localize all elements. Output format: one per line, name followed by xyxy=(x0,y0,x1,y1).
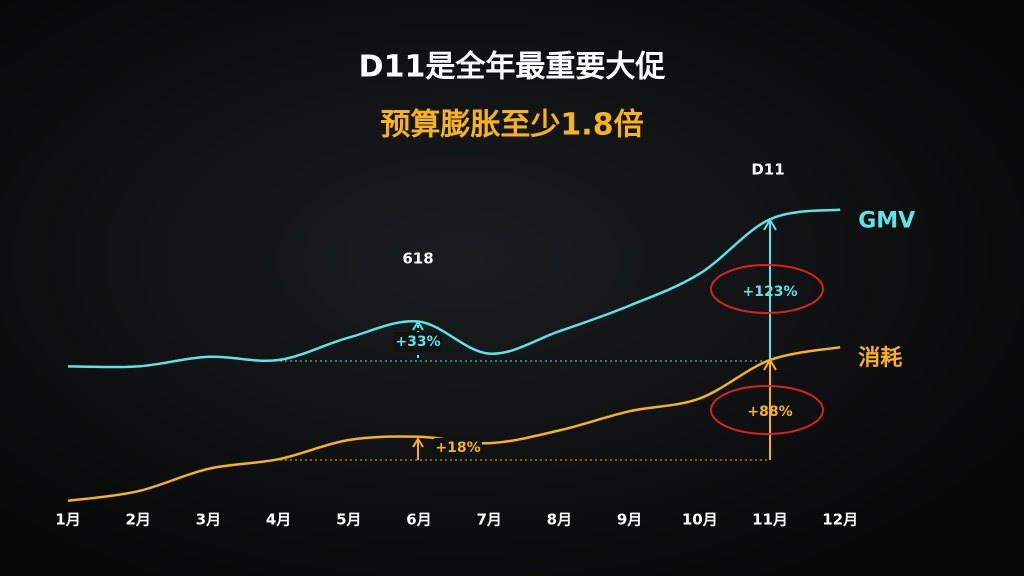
x-tick-label: 12月 xyxy=(822,511,858,529)
annotation: +123% xyxy=(743,284,798,300)
x-tick-label: 3月 xyxy=(196,511,221,529)
highlight-ellipse xyxy=(710,385,824,435)
arrow-head xyxy=(412,437,424,448)
x-tick-label: 11月 xyxy=(752,511,788,529)
annotation: 618 xyxy=(402,250,433,268)
x-tick-label: 9月 xyxy=(617,511,642,529)
x-tick-label: 1月 xyxy=(55,511,80,529)
x-tick-label: 2月 xyxy=(125,511,150,529)
annotation: +18% xyxy=(435,440,480,456)
x-tick-label: 8月 xyxy=(547,511,572,529)
x-tick-label: 5月 xyxy=(336,511,361,529)
x-tick-label: 6月 xyxy=(406,511,431,529)
label-background xyxy=(394,332,442,352)
chart-subtitle: 预算膨胀至少1.8倍 xyxy=(380,108,643,143)
chart-title: D11是全年最重要大促 xyxy=(359,50,666,85)
annotation: +88% xyxy=(747,404,792,420)
annotation: +33% xyxy=(395,334,440,350)
x-tick-label: 4月 xyxy=(266,511,291,529)
series-label: 消耗 xyxy=(858,345,902,371)
annotation: D11 xyxy=(751,161,784,179)
x-tick-label: 10月 xyxy=(682,511,718,529)
label-background xyxy=(434,438,482,458)
series-line xyxy=(67,208,841,369)
highlight-ellipse xyxy=(710,264,824,314)
series-label: GMV xyxy=(858,209,915,234)
x-tick-label: 7月 xyxy=(476,511,501,529)
